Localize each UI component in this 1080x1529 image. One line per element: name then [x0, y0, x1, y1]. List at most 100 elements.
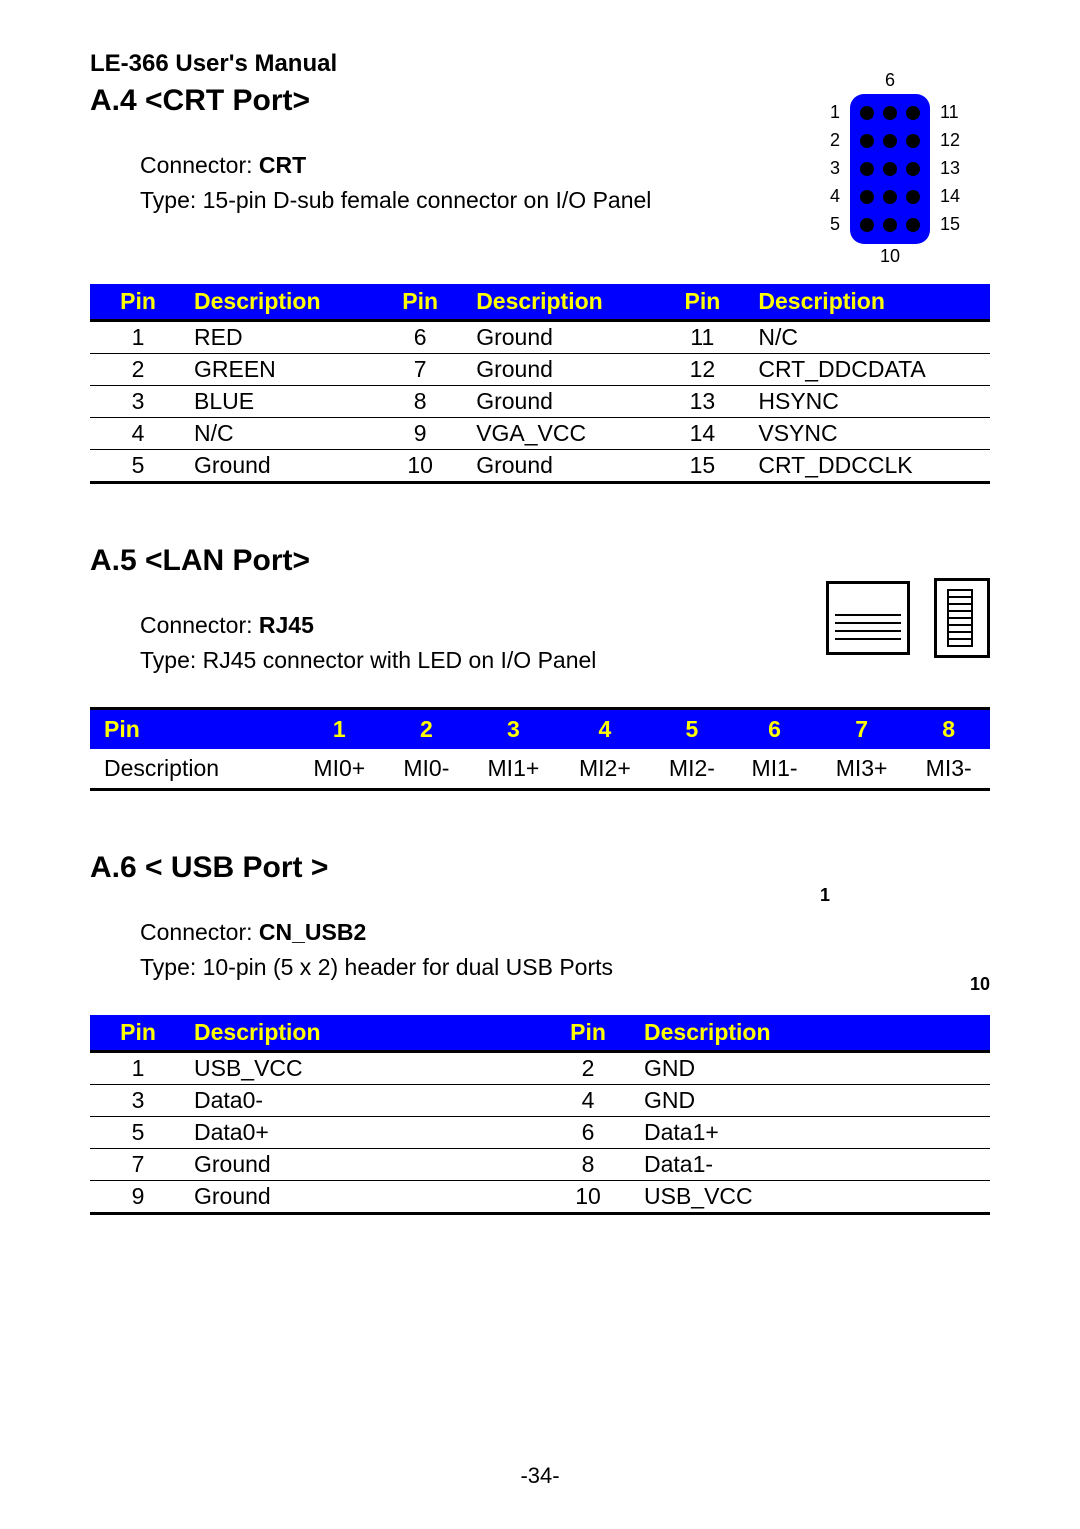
- crt-pin-hole: [860, 134, 874, 148]
- lan-pin-header: 4: [559, 709, 650, 750]
- lan-pin-header: 6: [733, 709, 816, 750]
- pin-cell: 8: [372, 386, 468, 418]
- pin-cell: 3: [90, 386, 186, 418]
- crt-pin-hole: [906, 190, 920, 204]
- lan-connector-icons: [826, 578, 990, 658]
- pin-cell: 10: [372, 450, 468, 483]
- crt-section-header-row: A.4 <CRT Port> Connector: CRT Type: 15-p…: [90, 84, 990, 264]
- table-header: Description: [750, 284, 990, 321]
- lan-pin-header: 7: [816, 709, 907, 750]
- pin-cell: 13: [654, 386, 750, 418]
- lan-desc-cell: MI2-: [651, 749, 734, 790]
- rj45-front-icon: [826, 581, 910, 655]
- usb-pin-1-label: 1: [820, 885, 830, 906]
- lan-connector-block: Connector: RJ45 Type: RJ45 connector wit…: [140, 608, 596, 677]
- crt-pin-label: 3: [830, 158, 840, 179]
- usb-type-line: Type: 10-pin (5 x 2) header for dual USB…: [140, 954, 613, 980]
- desc-cell: Ground: [186, 1149, 540, 1181]
- desc-cell: Data0-: [186, 1085, 540, 1117]
- table-header: Description: [468, 284, 654, 321]
- usb-heading: A.6 < USB Port >: [90, 851, 990, 885]
- lan-desc-cell: MI1-: [733, 749, 816, 790]
- desc-cell: Ground: [186, 450, 372, 483]
- table-row: 1USB_VCC2GND: [90, 1052, 990, 1085]
- pin-cell: 2: [540, 1052, 636, 1085]
- lan-desc-rowlabel: Description: [90, 749, 294, 790]
- crt-pin-hole: [883, 162, 897, 176]
- desc-cell: Ground: [468, 354, 654, 386]
- page: LE-366 User's Manual A.4 <CRT Port> Conn…: [0, 0, 1080, 1529]
- table-header: Pin: [90, 284, 186, 321]
- table-header: Pin: [90, 1015, 186, 1052]
- crt-pin-label: 2: [830, 130, 840, 151]
- lan-desc-cell: MI0-: [385, 749, 468, 790]
- lan-pin-header: 2: [385, 709, 468, 750]
- lan-heading: A.5 <LAN Port>: [90, 544, 990, 578]
- crt-pin-hole: [883, 218, 897, 232]
- crt-type-line: Type: 15-pin D-sub female connector on I…: [140, 187, 651, 213]
- crt-pin-label: 11: [940, 102, 959, 123]
- desc-cell: Data1+: [636, 1117, 990, 1149]
- usb-connector-block: Connector: CN_USB2 Type: 10-pin (5 x 2) …: [140, 915, 613, 984]
- lan-desc-cell: MI3+: [816, 749, 907, 790]
- desc-cell: Data1-: [636, 1149, 990, 1181]
- crt-pin-label: 12: [940, 130, 960, 151]
- pin-cell: 4: [540, 1085, 636, 1117]
- desc-cell: Ground: [468, 321, 654, 354]
- pin-cell: 5: [90, 1117, 186, 1149]
- crt-pin-label: 15: [940, 214, 960, 235]
- usb-pin-10-label: 10: [970, 974, 990, 995]
- lan-pin-header: 5: [651, 709, 734, 750]
- lan-desc-cell: MI1+: [468, 749, 559, 790]
- crt-pin-label: 6: [885, 70, 895, 91]
- lan-pin-rowlabel: Pin: [90, 709, 294, 750]
- desc-cell: VSYNC: [750, 418, 990, 450]
- pin-cell: 7: [90, 1149, 186, 1181]
- lan-connector-label: Connector:: [140, 612, 259, 638]
- crt-pin-label: 10: [880, 246, 900, 267]
- lan-desc-cell: MI3-: [907, 749, 990, 790]
- crt-pin-hole: [906, 106, 920, 120]
- pin-cell: 15: [654, 450, 750, 483]
- desc-cell: GND: [636, 1052, 990, 1085]
- table-row: 3Data0-4GND: [90, 1085, 990, 1117]
- usb-connector-label: Connector:: [140, 919, 259, 945]
- pin-cell: 9: [372, 418, 468, 450]
- pin-cell: 4: [90, 418, 186, 450]
- desc-cell: USB_VCC: [636, 1181, 990, 1214]
- crt-pin-hole: [860, 190, 874, 204]
- usb-pin-table: PinDescriptionPinDescription 1USB_VCC2GN…: [90, 1015, 990, 1215]
- desc-cell: HSYNC: [750, 386, 990, 418]
- pin-cell: 6: [540, 1117, 636, 1149]
- crt-pin-hole: [883, 106, 897, 120]
- crt-pin-hole: [906, 162, 920, 176]
- usb-connector-name: CN_USB2: [259, 919, 366, 945]
- crt-pinout-diagram: 123451112131415610: [790, 84, 990, 264]
- table-row: 3BLUE8Ground13HSYNC: [90, 386, 990, 418]
- usb-section-row: Connector: CN_USB2 Type: 10-pin (5 x 2) …: [90, 885, 990, 995]
- table-row: 4N/C9VGA_VCC14VSYNC: [90, 418, 990, 450]
- crt-connector-name: CRT: [259, 152, 306, 178]
- desc-cell: N/C: [750, 321, 990, 354]
- crt-pin-hole: [906, 134, 920, 148]
- desc-cell: Ground: [468, 450, 654, 483]
- pin-cell: 1: [90, 1052, 186, 1085]
- table-row: 5Ground10Ground15CRT_DDCCLK: [90, 450, 990, 483]
- pin-cell: 3: [90, 1085, 186, 1117]
- page-number: -34-: [0, 1463, 1080, 1489]
- pin-cell: 14: [654, 418, 750, 450]
- table-header: Pin: [372, 284, 468, 321]
- crt-pin-hole: [860, 162, 874, 176]
- desc-cell: GREEN: [186, 354, 372, 386]
- desc-cell: CRT_DDCCLK: [750, 450, 990, 483]
- crt-pin-label: 13: [940, 158, 960, 179]
- crt-pin-hole: [883, 190, 897, 204]
- desc-cell: Ground: [186, 1181, 540, 1214]
- table-row: 7Ground8Data1-: [90, 1149, 990, 1181]
- lan-desc-cell: MI0+: [294, 749, 385, 790]
- lan-pin-table: Pin12345678 DescriptionMI0+MI0-MI1+MI2+M…: [90, 707, 990, 791]
- crt-pin-label: 5: [830, 214, 840, 235]
- usb-header-diagram: 1 10: [820, 885, 990, 995]
- table-header: Description: [186, 1015, 540, 1052]
- pin-cell: 11: [654, 321, 750, 354]
